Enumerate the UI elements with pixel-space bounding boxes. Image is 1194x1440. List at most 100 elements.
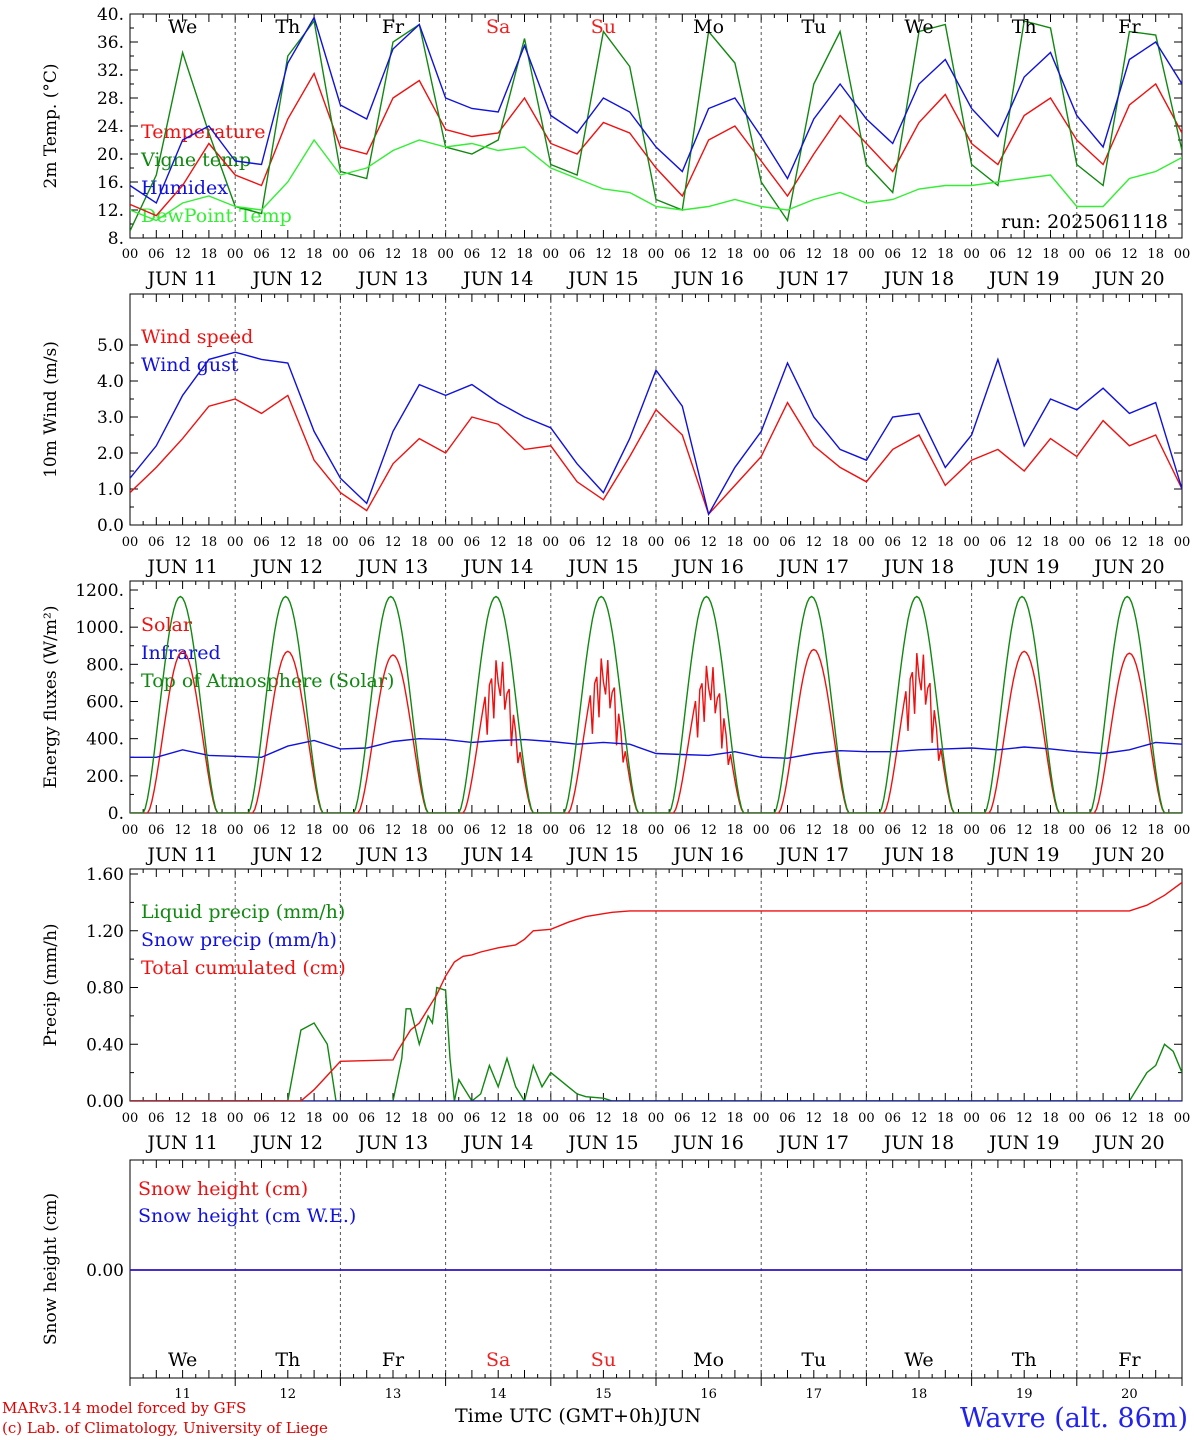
- hour-tick-label: 06: [1095, 247, 1112, 262]
- hour-tick-label: 00: [963, 823, 980, 838]
- hour-tick-label: 06: [779, 535, 796, 550]
- hour-tick-label: 06: [884, 1111, 901, 1126]
- model-credit: MARv3.14 model forced by GFS: [2, 1399, 247, 1417]
- date-label: JUN 17: [777, 556, 849, 578]
- hour-tick-label: 12: [806, 535, 823, 550]
- hour-tick-label: 06: [990, 1111, 1007, 1126]
- y-tick-label: 1.60: [86, 865, 124, 885]
- hour-tick-label: 06: [358, 535, 375, 550]
- y-tick-label: 32.: [97, 61, 124, 81]
- hour-tick-label: 12: [174, 247, 191, 262]
- date-label: JUN 19: [987, 268, 1059, 290]
- date-label: JUN 14: [461, 268, 533, 290]
- hour-tick-label: 12: [911, 823, 928, 838]
- hour-tick-label: 06: [674, 535, 691, 550]
- weekday-label: We: [904, 1349, 933, 1371]
- hour-tick-label: 00: [1174, 535, 1191, 550]
- hour-tick-label: 18: [937, 1111, 954, 1126]
- hour-tick-label: 00: [1069, 535, 1086, 550]
- day-number-label: 18: [911, 1387, 928, 1402]
- weekday-label: Su: [591, 16, 616, 38]
- day-number-label: 12: [280, 1387, 297, 1402]
- y-tick-label: 1000.: [75, 618, 124, 638]
- y-axis-title: Energy fluxes (W/m²): [41, 606, 61, 789]
- hour-tick-label: 12: [174, 535, 191, 550]
- y-axis-title: 2m Temp. (°C): [41, 63, 61, 188]
- date-label: JUN 12: [251, 556, 323, 578]
- weekday-label: Th: [1012, 1349, 1037, 1371]
- hour-tick-label: 12: [806, 247, 823, 262]
- date-label: JUN 13: [356, 556, 428, 578]
- hour-tick-label: 18: [1042, 535, 1059, 550]
- y-tick-label: 16.: [97, 173, 124, 193]
- hour-tick-label: 12: [490, 1111, 507, 1126]
- y-tick-label: 3.0: [97, 408, 124, 428]
- y-tick-label: 36.: [97, 33, 124, 53]
- legend-entry: Total cumulated (cm): [141, 957, 346, 979]
- hour-tick-label: 18: [832, 247, 849, 262]
- hour-tick-label: 18: [937, 535, 954, 550]
- y-tick-label: 20.: [97, 145, 124, 165]
- hour-tick-label: 12: [385, 823, 402, 838]
- date-label: JUN 14: [461, 556, 533, 578]
- y-tick-label: 28.: [97, 89, 124, 109]
- date-label: JUN 18: [882, 844, 954, 866]
- date-label: JUN 16: [671, 268, 743, 290]
- hour-tick-label: 18: [1042, 247, 1059, 262]
- day-number-label: 20: [1121, 1387, 1138, 1402]
- panel-5: 0.00 Snow height (cm) Snow height (cm) Snow…: [41, 1159, 1183, 1379]
- series-line: [130, 595, 1182, 813]
- hour-tick-label: 12: [280, 247, 297, 262]
- legend-entry: Temperature: [141, 121, 265, 143]
- date-label: JUN 16: [671, 556, 743, 578]
- hour-tick-label: 18: [727, 247, 744, 262]
- weekday-label: Tu: [801, 1349, 826, 1371]
- hour-tick-label: 18: [411, 535, 428, 550]
- lab-credit: (c) Lab. of Climatology, University of L…: [2, 1419, 328, 1437]
- hour-tick-label: 12: [1016, 823, 1033, 838]
- date-label: JUN 14: [461, 844, 533, 866]
- hour-tick-label: 00: [1174, 1111, 1191, 1126]
- legend-entry: Solar: [141, 614, 193, 636]
- y-tick-label: 400.: [86, 730, 124, 750]
- hour-tick-label: 18: [306, 535, 323, 550]
- hour-tick-label: 06: [1095, 1111, 1112, 1126]
- hour-tick-label: 06: [884, 823, 901, 838]
- hour-tick-label: 18: [621, 247, 638, 262]
- run-label: run: 2025061118: [1001, 211, 1168, 233]
- hour-tick-label: 18: [1042, 1111, 1059, 1126]
- legend-entry: Wind speed: [141, 326, 253, 348]
- hour-tick-label: 06: [253, 247, 270, 262]
- hour-tick-label: 00: [648, 535, 665, 550]
- hour-tick-label: 12: [1121, 535, 1138, 550]
- hour-tick-label: 18: [727, 535, 744, 550]
- y-tick-label: 0.80: [86, 979, 124, 999]
- date-label: JUN 12: [251, 1132, 323, 1154]
- y-tick-label: 1.0: [97, 480, 124, 500]
- legend-entry: DewPoint Temp: [141, 205, 292, 227]
- hour-tick-label: 06: [358, 823, 375, 838]
- hour-tick-label: 18: [201, 535, 218, 550]
- legend-entry: Humidex: [141, 177, 228, 199]
- hour-tick-label: 00: [648, 247, 665, 262]
- hour-tick-label: 00: [227, 247, 244, 262]
- series-line: [130, 138, 1182, 222]
- series-line: [130, 737, 1182, 759]
- hour-tick-label: 06: [674, 1111, 691, 1126]
- hour-tick-label: 12: [595, 535, 612, 550]
- hour-tick-label: 12: [174, 1111, 191, 1126]
- y-tick-label: 0.40: [86, 1035, 124, 1055]
- series-group: [130, 595, 1182, 813]
- weekday-label: Fr: [1118, 1349, 1141, 1371]
- date-label: JUN 20: [1092, 556, 1164, 578]
- hour-tick-label: 12: [1121, 247, 1138, 262]
- panel-4: 0.00 0.40 0.80 1.20 1.60 Precip (mm/h) 00 06 12 1…: [41, 865, 1190, 1154]
- y-tick-label: 0.: [108, 804, 124, 824]
- y-tick-label: 200.: [86, 767, 124, 787]
- series-line: [130, 351, 1182, 517]
- hour-tick-label: 06: [464, 535, 481, 550]
- weekday-label: Th: [275, 16, 300, 38]
- hour-tick-label: 18: [937, 247, 954, 262]
- hour-tick-label: 00: [122, 247, 139, 262]
- date-label: JUN 15: [566, 844, 638, 866]
